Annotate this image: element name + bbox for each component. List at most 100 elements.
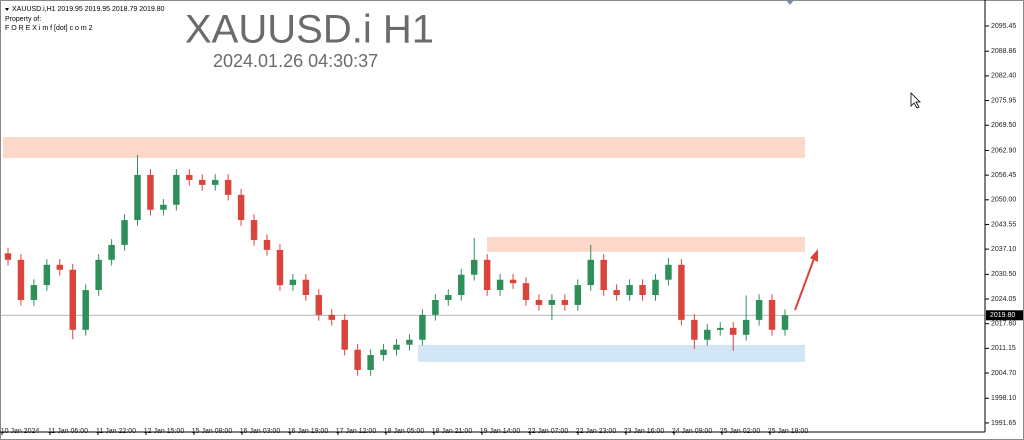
x-tick-label: 25 Jan 18:00 <box>768 428 809 435</box>
candle-body <box>160 204 167 210</box>
x-tick-label: 24 Jan 09:00 <box>672 428 713 435</box>
candle-body <box>729 327 737 335</box>
candle-body <box>4 253 12 260</box>
candle-body <box>639 285 646 296</box>
y-tick-label: 2030.50 <box>991 271 1016 278</box>
candle-body <box>367 355 374 370</box>
y-tick-label: 2037.10 <box>991 246 1016 253</box>
y-tick-label: 2011.15 <box>991 345 1016 352</box>
candle-body <box>691 319 698 340</box>
x-tick-label: 11 Jan 06:00 <box>48 428 88 435</box>
candle-body <box>250 220 258 240</box>
y-tick-label: 2024.05 <box>991 296 1016 303</box>
candle-body <box>678 264 685 320</box>
x-tick-label: 23 Jan 16:00 <box>624 428 665 435</box>
candle-body <box>56 264 64 270</box>
watermark-title: XAUUSD.i H1 <box>185 8 434 52</box>
x-tick-label: 12 Jan 15:00 <box>144 428 185 435</box>
candle-body <box>354 349 361 370</box>
y-tick-label: 2017.60 <box>991 321 1016 328</box>
x-tick-label: 16 Jan 03:00 <box>240 428 281 435</box>
x-tick-label: 18 Jan 05:00 <box>384 428 425 435</box>
candle-body <box>445 295 452 300</box>
candle-body <box>470 259 478 275</box>
candle-body <box>121 220 128 245</box>
candle-body <box>419 314 426 340</box>
candle-body <box>43 264 51 286</box>
y-tick-label: 2075.95 <box>991 97 1016 104</box>
candle-body <box>406 339 413 345</box>
x-tick-label: 17 Jan 12:00 <box>336 428 377 435</box>
candle-body <box>717 327 724 330</box>
candle-body <box>742 319 750 335</box>
candle-body <box>652 279 659 296</box>
candle-body <box>522 283 530 300</box>
candle-body <box>173 174 180 205</box>
candle-body <box>393 344 400 350</box>
candle-body <box>186 174 193 180</box>
candle-body <box>755 299 763 320</box>
candle-body <box>574 285 582 305</box>
header-owner: Property of: <box>5 16 41 23</box>
candle-body <box>665 264 672 280</box>
candle-body <box>199 179 206 185</box>
candle-body <box>768 299 776 330</box>
candle-body <box>509 279 517 284</box>
x-tick-label: 18 Jan 21:00 <box>432 428 473 435</box>
candle-body <box>17 259 25 300</box>
shift-marker <box>786 0 794 5</box>
candle-body <box>496 279 504 291</box>
candle-body <box>587 259 594 286</box>
candle-body <box>483 259 491 291</box>
candle-body <box>535 299 543 305</box>
candle-body <box>458 274 465 296</box>
y-tick-label: 1998.10 <box>991 395 1016 402</box>
x-tick-label: 15 Jan 08:00 <box>192 428 233 435</box>
candle-body <box>613 290 620 296</box>
candle-body <box>600 259 607 291</box>
current-price-box <box>986 310 1023 321</box>
y-tick-label: 2043.55 <box>991 221 1016 228</box>
candle-body <box>276 249 284 286</box>
x-tick-label: 11 Jan 22:00 <box>96 428 136 435</box>
candle-body <box>328 314 335 320</box>
candle-body <box>626 285 633 296</box>
candle-body <box>302 279 310 296</box>
candle-body <box>289 279 297 286</box>
candle-body <box>224 179 232 195</box>
arrow-head <box>810 249 818 262</box>
candle-body <box>561 299 569 305</box>
candle-body <box>432 299 439 315</box>
y-tick-label: 2062.90 <box>991 147 1016 154</box>
x-tick-label: 10 Jan 2024 <box>1 428 40 435</box>
x-tick-label: 22 Jan 07:00 <box>528 428 569 435</box>
header-site: F O R E X i m f [dot] c o m 2 <box>5 25 93 32</box>
current-price-label: 2019.80 <box>990 312 1015 319</box>
candle-body <box>341 319 348 350</box>
header-symbol: XAUUSD.i,H1 2019.95 2019.95 2018.79 2019… <box>12 6 165 13</box>
x-tick-label: 16 Jan 19:00 <box>288 428 329 435</box>
candle-body <box>380 349 387 356</box>
y-tick-label: 2004.70 <box>991 370 1016 377</box>
menu-arrow <box>5 8 9 11</box>
candle-body <box>69 269 76 330</box>
mouse-cursor <box>910 92 921 109</box>
candle-body <box>781 315 789 330</box>
x-tick-label: 25 Jan 02:00 <box>720 428 761 435</box>
y-tick-label: 2082.40 <box>991 73 1016 80</box>
candle-body <box>548 299 556 305</box>
candle-body <box>108 244 115 260</box>
candle-body <box>82 290 89 330</box>
watermark-time: 2024.01.26 04:30:37 <box>213 51 378 71</box>
candle-body <box>134 174 141 221</box>
price-zone <box>3 137 805 158</box>
y-tick-label: 1991.65 <box>991 420 1016 427</box>
y-tick-label: 2056.45 <box>991 172 1016 179</box>
candle-body <box>211 179 219 185</box>
arrow-shaft <box>794 255 816 311</box>
price-zone <box>418 344 805 362</box>
candle-body <box>237 194 245 221</box>
y-tick-label: 2088.86 <box>991 48 1016 55</box>
